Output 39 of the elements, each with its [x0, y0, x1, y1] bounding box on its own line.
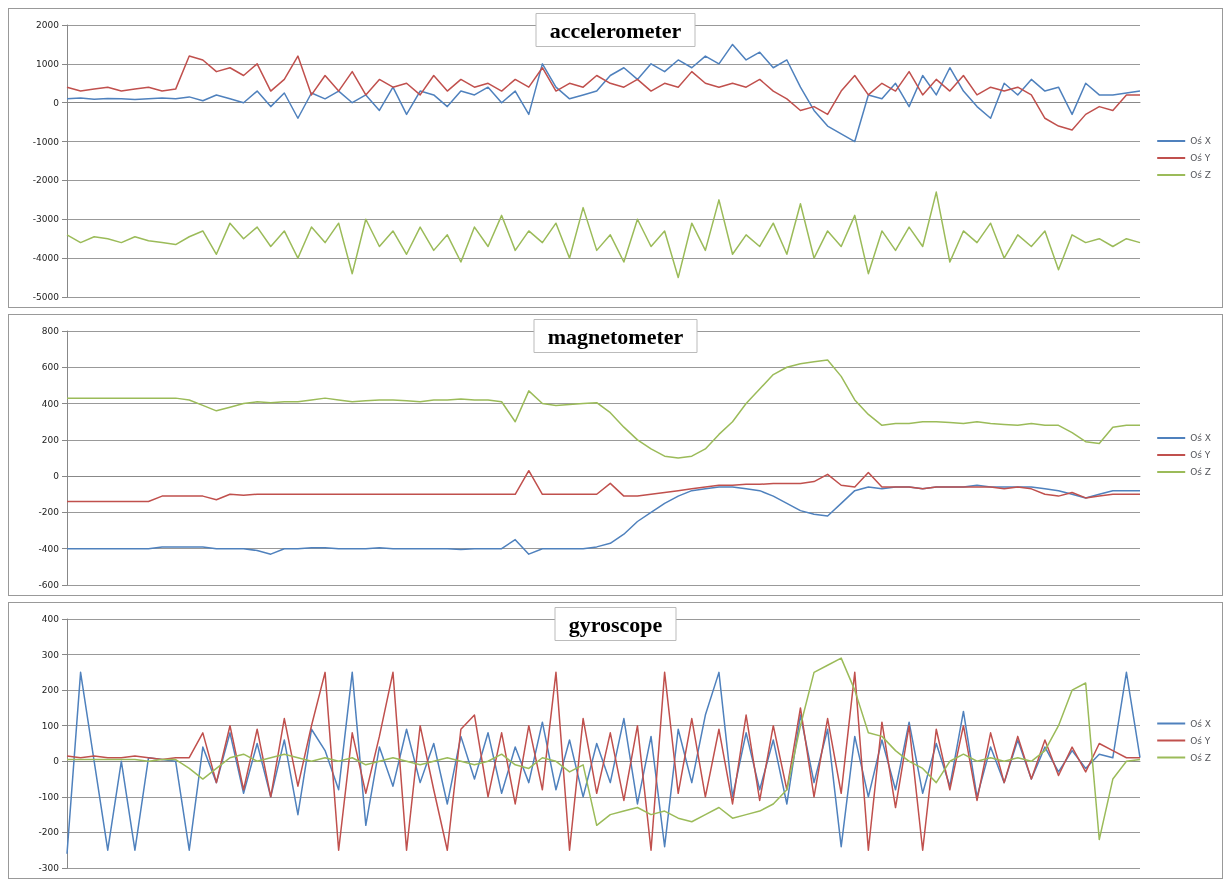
legend-label: Oś Z	[1190, 467, 1212, 477]
y-tick-label: -1000	[32, 136, 60, 147]
legend-label: Oś X	[1190, 433, 1212, 443]
y-tick-label: 600	[41, 362, 60, 373]
y-tick-label: -4000	[32, 253, 60, 264]
line-series	[66, 484, 1141, 555]
y-tick-label: -400	[38, 543, 60, 554]
y-tick-label: 400	[41, 614, 60, 624]
y-tick-label: 800	[41, 326, 60, 336]
y-tick-label: -200	[38, 827, 60, 838]
y-tick-label: 0	[53, 471, 60, 482]
chart-title: magnetometer	[547, 323, 684, 349]
y-tick-label: -300	[38, 863, 60, 873]
legend-label: Oś Y	[1190, 450, 1211, 460]
legend-label: Oś X	[1190, 136, 1212, 146]
y-tick-label: 1000	[36, 58, 60, 69]
legend-label: Oś Y	[1190, 153, 1211, 163]
legend-label: Oś Y	[1190, 735, 1211, 746]
y-tick-label: 200	[41, 434, 60, 445]
y-tick-label: -600	[38, 580, 60, 590]
y-tick-label: 100	[41, 720, 60, 731]
y-tick-label: 200	[41, 685, 60, 696]
legend-label: Oś Z	[1190, 752, 1212, 763]
y-tick-label: 0	[53, 97, 60, 108]
y-tick-label: -3000	[32, 214, 60, 225]
chart-title: accelerometer	[549, 17, 682, 43]
line-series	[66, 191, 1141, 279]
chart-title: gyroscope	[568, 611, 663, 637]
y-tick-label: -2000	[32, 175, 60, 186]
y-tick-label: -5000	[32, 292, 60, 302]
y-tick-label: 2000	[36, 20, 60, 30]
legend-label: Oś Z	[1190, 170, 1212, 180]
y-tick-label: -100	[38, 791, 60, 802]
y-tick-label: 300	[41, 649, 60, 660]
line-series	[66, 359, 1141, 459]
y-tick-label: 400	[41, 398, 60, 409]
y-tick-label: 0	[53, 756, 60, 767]
y-tick-label: -200	[38, 507, 60, 518]
legend-label: Oś X	[1190, 718, 1212, 729]
